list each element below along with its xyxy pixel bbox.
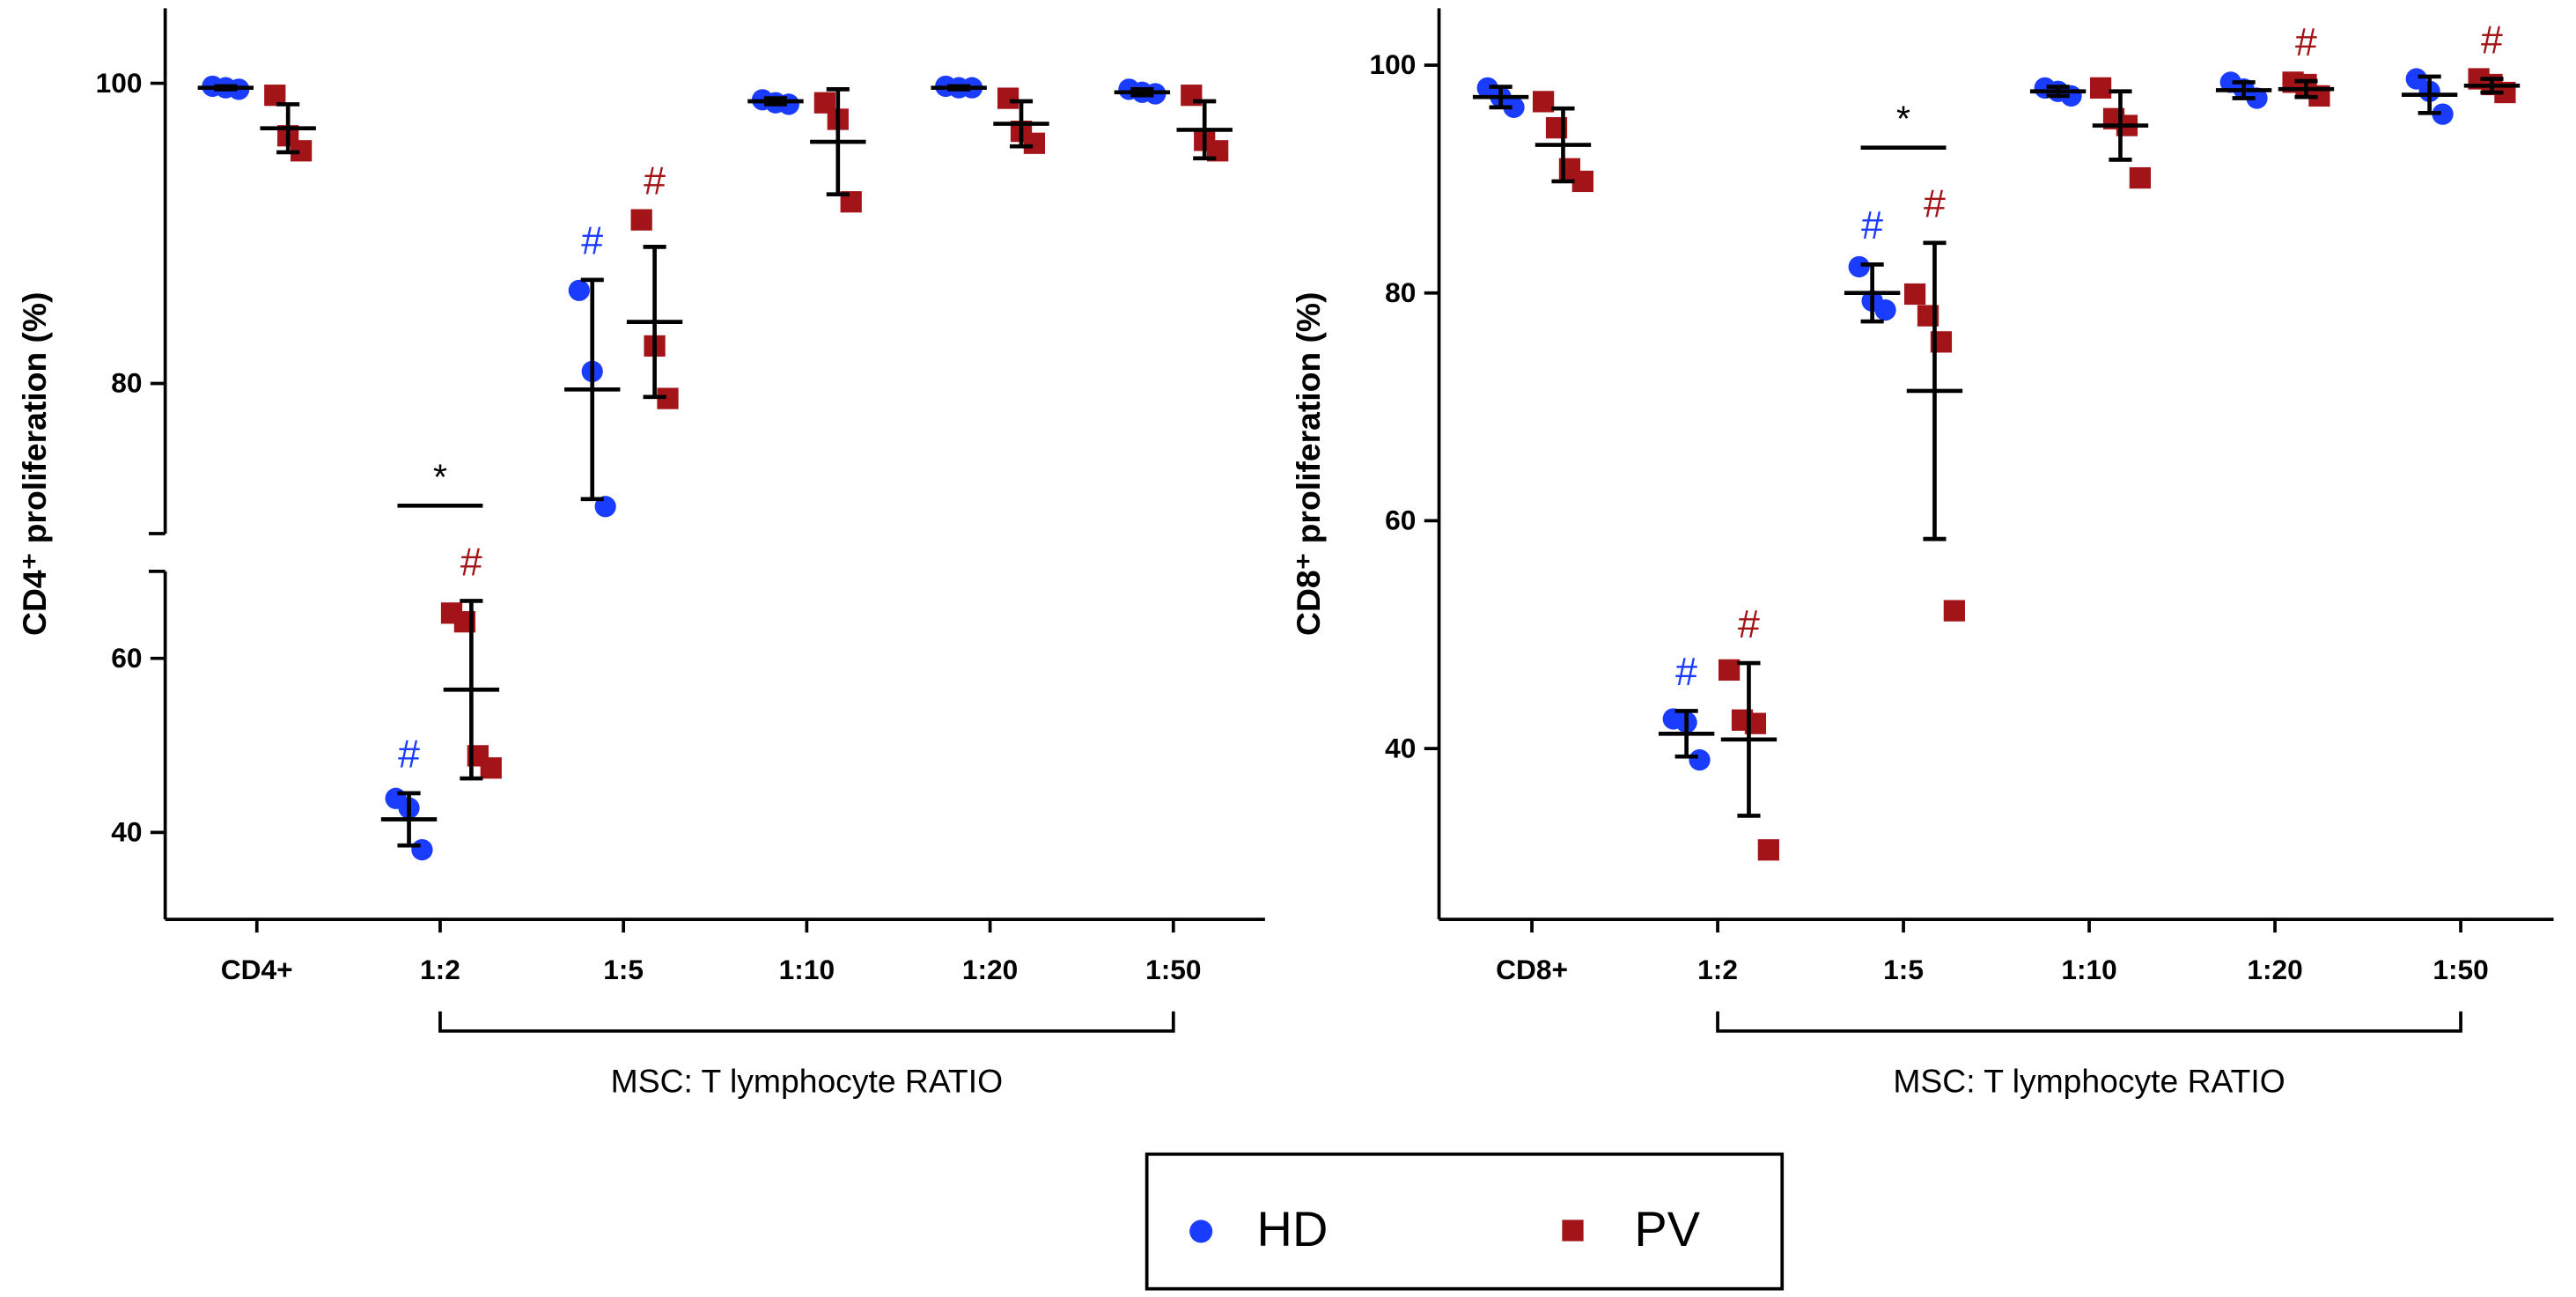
x-tick-label: 1:2 <box>1697 954 1738 985</box>
data-point <box>630 209 652 231</box>
data-point <box>1532 91 1555 113</box>
data-point <box>1718 659 1741 681</box>
x-group-bracket <box>1716 1011 2462 1033</box>
x-axis-label: MSC: T lymphocyte RATIO <box>1893 1062 2285 1099</box>
data-point <box>1903 283 1926 306</box>
data-point <box>2432 103 2454 125</box>
legend-box <box>1144 1152 1785 1291</box>
data-point <box>594 496 616 518</box>
data-point <box>568 279 590 301</box>
significance-hash: # <box>1738 602 1760 646</box>
data-point <box>1023 132 1046 154</box>
significance-star: * <box>1896 99 1910 139</box>
data-point <box>1503 96 1525 118</box>
significance-hash: # <box>644 158 666 203</box>
significance-hash: # <box>1924 182 1946 226</box>
x-tick-label: 1:10 <box>2061 954 2116 985</box>
significance-hash: # <box>1861 203 1883 247</box>
y-axis-label: CD4⁺ proliferation (%) <box>16 292 53 636</box>
x-tick-label: 1:20 <box>2247 954 2302 985</box>
x-group-bracket <box>438 1011 1175 1033</box>
x-tick-label: CD4+ <box>221 954 293 985</box>
x-tick-label: 1:10 <box>779 954 835 985</box>
data-point <box>1571 170 1593 193</box>
x-tick-label: 1:50 <box>1145 954 1201 985</box>
y-tick-label: 40 <box>111 816 142 848</box>
legend-label: HD <box>1257 1201 1328 1256</box>
y-tick-label: 80 <box>111 367 142 399</box>
significance-hash: # <box>460 540 482 584</box>
significance-hash: # <box>2295 20 2317 64</box>
x-tick-label: 1:50 <box>2432 954 2488 985</box>
y-tick-label: 100 <box>1370 48 1417 80</box>
y-axis-label: CD8⁺ proliferation (%) <box>1290 292 1327 636</box>
data-point <box>1874 298 1896 321</box>
data-point <box>1848 255 1870 278</box>
y-tick-label: 100 <box>96 67 143 99</box>
data-point <box>1757 839 1779 861</box>
y-tick-label: 40 <box>1385 732 1416 763</box>
significance-star: * <box>433 456 447 497</box>
x-tick-label: CD8+ <box>1496 954 1568 985</box>
significance-hash: # <box>2481 18 2503 62</box>
significance-hash: # <box>1675 650 1697 694</box>
data-point <box>480 757 502 779</box>
y-tick-label: 60 <box>111 642 142 674</box>
legend-marker <box>1189 1220 1213 1243</box>
data-point <box>1943 600 1965 622</box>
x-tick-label: 1:20 <box>962 954 1018 985</box>
y-tick-label: 80 <box>1385 276 1416 308</box>
legend-marker <box>1562 1220 1584 1242</box>
data-point <box>411 838 433 861</box>
data-point <box>2129 166 2151 189</box>
x-tick-label: 1:2 <box>420 954 460 985</box>
legend-label: PV <box>1634 1201 1700 1256</box>
data-point <box>2089 77 2112 99</box>
x-axis-label: MSC: T lymphocyte RATIO <box>611 1062 1003 1099</box>
y-tick-label: 60 <box>1385 505 1416 536</box>
x-tick-label: 1:5 <box>603 954 644 985</box>
x-tick-label: 1:5 <box>1883 954 1924 985</box>
significance-hash: # <box>581 219 603 263</box>
significance-hash: # <box>398 733 420 777</box>
data-point <box>997 87 1019 109</box>
data-point <box>1689 748 1711 771</box>
data-point <box>2246 87 2268 109</box>
